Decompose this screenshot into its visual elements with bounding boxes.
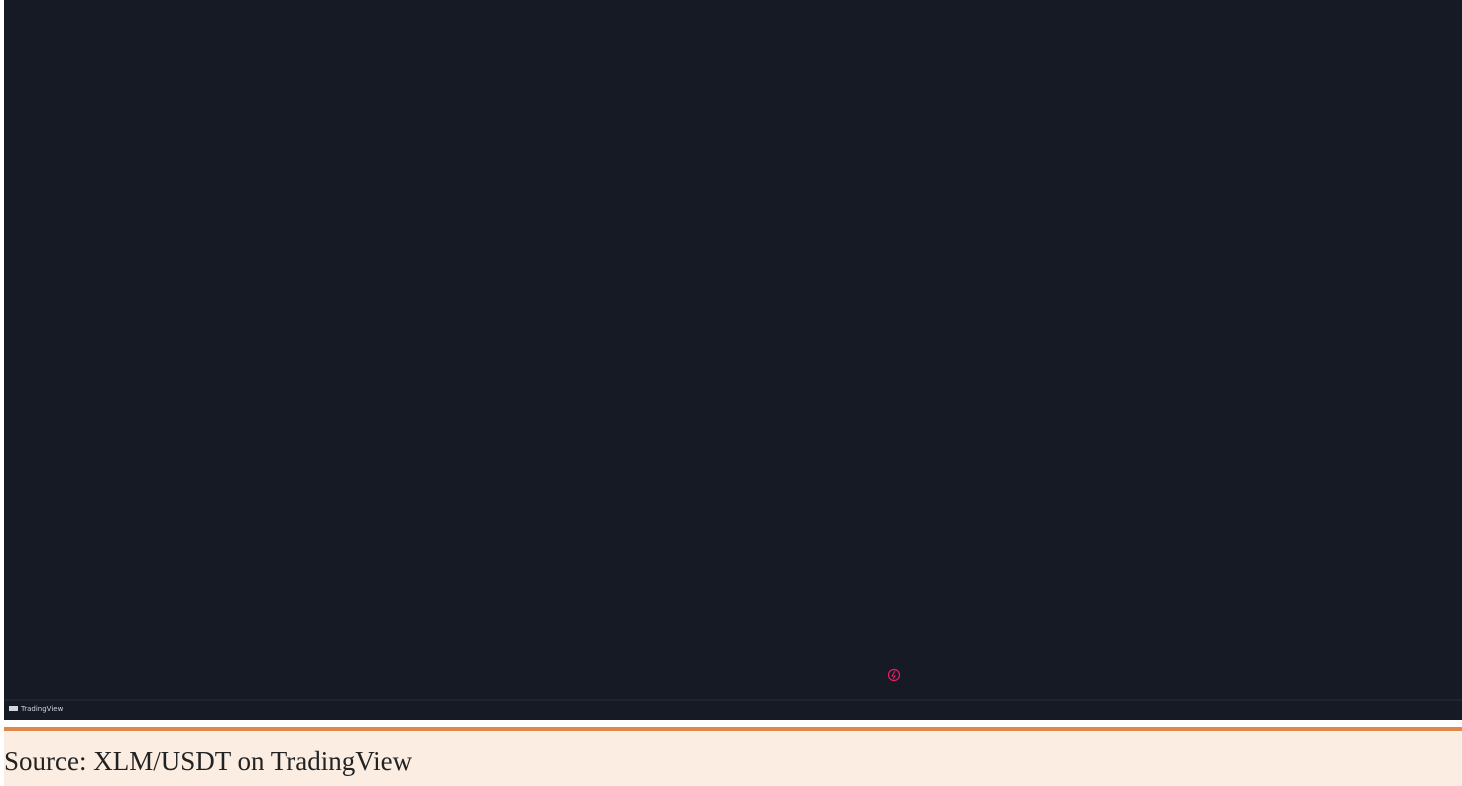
watermark: TradingView: [20, 705, 64, 713]
caption: Source: XLM/USDT on TradingView: [4, 746, 413, 776]
watermark-logo: [9, 706, 18, 711]
chart-background: [4, 0, 1462, 720]
caption-box: Source: XLM/USDT on TradingView: [4, 731, 1462, 786]
chart: TradingView: [4, 0, 1462, 720]
lightning-icon: [887, 668, 901, 682]
divider: [4, 727, 1462, 731]
